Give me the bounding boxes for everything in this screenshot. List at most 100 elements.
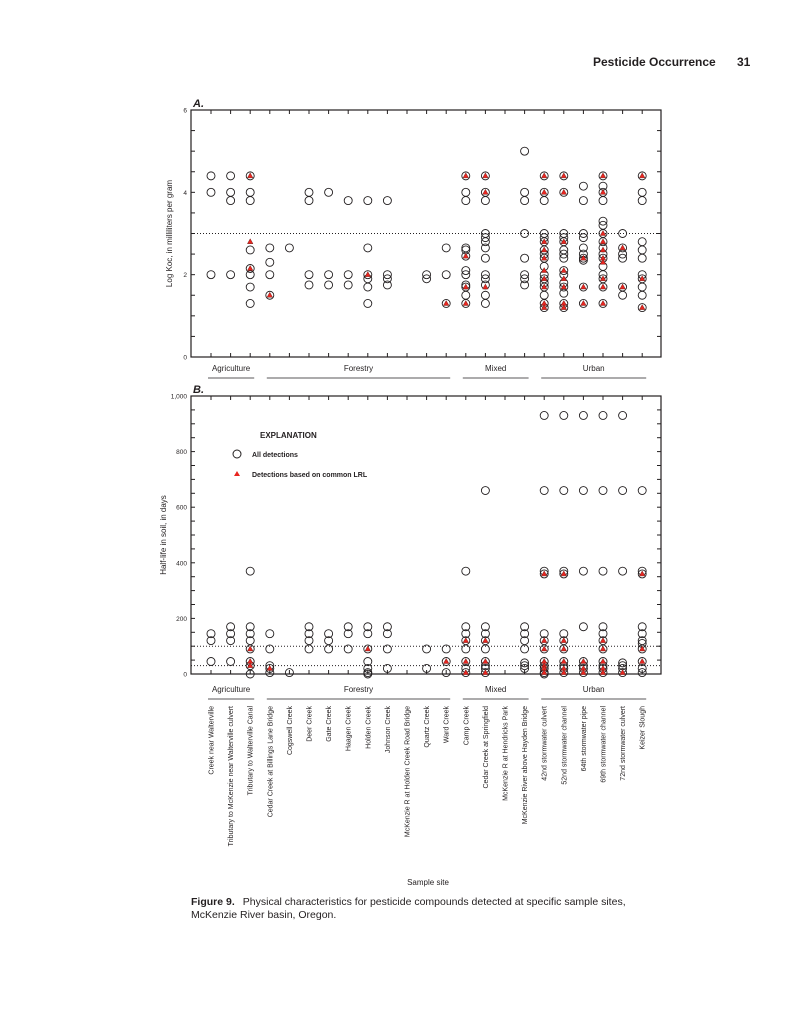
all-detections-point [441, 299, 451, 308]
all-detections-point [520, 658, 530, 668]
all-detections-point [520, 644, 530, 654]
common-lrl-point [619, 283, 626, 290]
common-lrl-point [619, 244, 626, 251]
all-detections-point [245, 622, 255, 632]
all-detections-point [520, 187, 530, 197]
all-detections-point [598, 644, 608, 654]
legend-item: Detections based on common LRL [252, 472, 368, 479]
all-detections-point [245, 196, 255, 206]
y-tick-label: 0 [183, 355, 187, 362]
common-lrl-point [580, 254, 587, 261]
x-axis-label: Sample site [407, 878, 449, 887]
common-lrl-point [599, 246, 607, 253]
all-detections-point [480, 243, 490, 253]
all-detections-point [343, 280, 353, 290]
all-detections-point [461, 622, 471, 632]
all-detections-point [382, 622, 392, 632]
common-lrl-point [462, 669, 469, 675]
all-detections-point [324, 629, 334, 639]
panel-label: A. [192, 98, 204, 110]
all-detections-point [520, 253, 530, 263]
site-label: Quartz Creek [424, 706, 431, 748]
all-detections-point [343, 270, 353, 280]
all-detections-point [461, 266, 471, 275]
all-detections-point [578, 411, 588, 420]
common-lrl-point [541, 246, 548, 253]
common-lrl-point [541, 172, 548, 179]
common-lrl-point [462, 252, 469, 259]
common-lrl-point [639, 658, 646, 664]
site-label: McKenzie R at Hendricks Park [503, 706, 510, 801]
common-lrl-point [599, 258, 607, 265]
all-detections-point [480, 171, 490, 181]
legend: EXPLANATION All detections Detections base… [232, 431, 368, 479]
land-use-label: Agriculture [212, 364, 251, 373]
common-lrl-point [580, 283, 587, 290]
land-use-label: Agriculture [212, 685, 251, 694]
all-detections-point [461, 290, 471, 300]
all-detections-point [461, 270, 471, 280]
all-detections-point [226, 270, 236, 280]
all-detections-point [382, 644, 392, 654]
all-detections-point [363, 622, 373, 632]
site-label: Keizer Slough [640, 706, 647, 750]
all-detections-point [520, 274, 530, 284]
all-detections-point [461, 668, 471, 678]
common-lrl-point [364, 645, 371, 652]
all-detections-point [598, 411, 608, 420]
common-lrl-point [560, 267, 567, 273]
all-detections-point [618, 668, 628, 678]
all-detections-point [578, 299, 588, 308]
all-detections-point [382, 663, 392, 673]
all-detections-point [461, 566, 471, 576]
all-detections-point [637, 303, 647, 313]
all-detections-point [559, 249, 569, 259]
all-detections-point [324, 644, 334, 654]
all-detections-point [265, 663, 275, 673]
common-lrl-point [599, 669, 607, 675]
all-detections-point [618, 486, 628, 495]
all-detections-point [618, 411, 628, 420]
all-detections-point [441, 668, 451, 678]
site-label: 42nd stormwater culvert [542, 706, 549, 781]
all-detections-point [461, 243, 471, 253]
common-lrl-point [482, 188, 489, 195]
all-detections-point [245, 566, 255, 576]
all-detections-point [539, 486, 549, 495]
all-detections-point [382, 196, 392, 206]
common-lrl-point [541, 238, 548, 244]
all-detections-point [304, 644, 314, 654]
common-lrl-point [560, 283, 567, 290]
all-detections-point [539, 290, 549, 300]
all-detections-point [265, 644, 275, 654]
common-lrl-point [580, 669, 587, 675]
all-detections-point [422, 274, 432, 284]
all-detections-point [598, 282, 608, 292]
panel-b: B. 0 200 400 600 800 1,000 Half-life in soil, i… [159, 384, 662, 700]
site-label: 64th stormwater pipe [581, 706, 588, 771]
site-label: McKenzie R at Holden Creek Road Bridge [405, 706, 412, 837]
all-detections-point [363, 196, 373, 206]
y-tick-label: 6 [183, 108, 187, 115]
site-label: Ward Creek [444, 706, 451, 744]
all-detections-point [480, 270, 490, 280]
legend-triangle-icon [234, 471, 240, 476]
all-detections-point [363, 663, 373, 673]
all-detections-point [245, 187, 255, 197]
common-lrl-point [599, 172, 607, 179]
all-detections-point [245, 270, 255, 280]
all-detections-point [598, 566, 608, 576]
all-detections-point [265, 243, 275, 253]
all-detections-point [520, 663, 530, 673]
all-detections-point [637, 657, 647, 666]
all-detections-point [245, 245, 255, 255]
common-lrl-point [266, 665, 273, 671]
common-lrl-point [560, 570, 567, 577]
common-lrl-point [639, 304, 646, 310]
all-detections-point [245, 264, 255, 273]
legend-item: All detections [252, 452, 298, 459]
all-detections-point [480, 622, 490, 632]
y-tick-label: 0 [183, 672, 187, 679]
common-lrl-point [462, 658, 469, 664]
all-detections-point [206, 171, 216, 181]
